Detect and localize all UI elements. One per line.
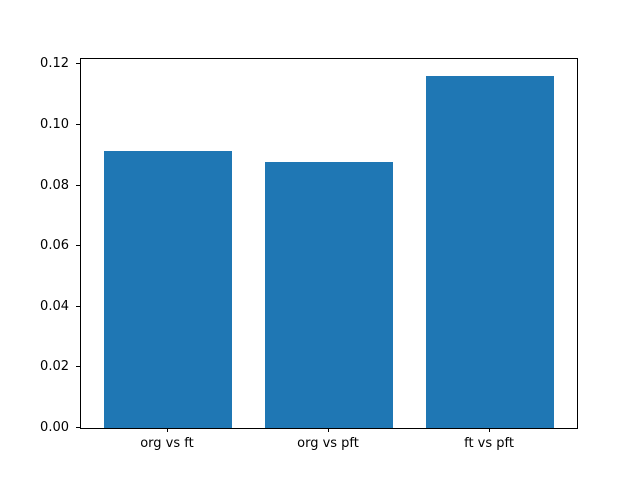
y-tick-mark <box>76 427 80 428</box>
y-tick-mark <box>76 184 80 186</box>
x-tick-mark <box>489 428 491 432</box>
x-tick-mark <box>328 428 329 432</box>
x-tick-label: org vs pft <box>297 436 359 451</box>
y-tick-mark <box>76 305 80 307</box>
bar-ft-vs-pft <box>425 75 555 428</box>
x-tick-mark <box>166 428 168 432</box>
bar-org-vs-pft <box>264 162 394 428</box>
y-tick-mark <box>76 245 80 247</box>
y-tick-mark <box>76 366 80 368</box>
y-tick-mark <box>76 124 80 126</box>
y-tick-mark <box>76 63 80 65</box>
y-tick-label: 0.02 <box>40 359 69 375</box>
y-tick-label: 0.04 <box>40 298 69 314</box>
y-tick-label: 0.12 <box>40 56 69 72</box>
x-tick-label: org vs ft <box>140 436 194 451</box>
plot-area <box>80 58 578 429</box>
x-tick-label: ft vs pft <box>464 436 514 451</box>
y-tick-label: 0.08 <box>40 177 69 193</box>
bar-org-vs-ft <box>103 150 233 428</box>
y-tick-label: 0.10 <box>40 117 69 133</box>
y-tick-label: 0.06 <box>40 238 69 254</box>
y-tick-label: 0.00 <box>40 420 69 435</box>
